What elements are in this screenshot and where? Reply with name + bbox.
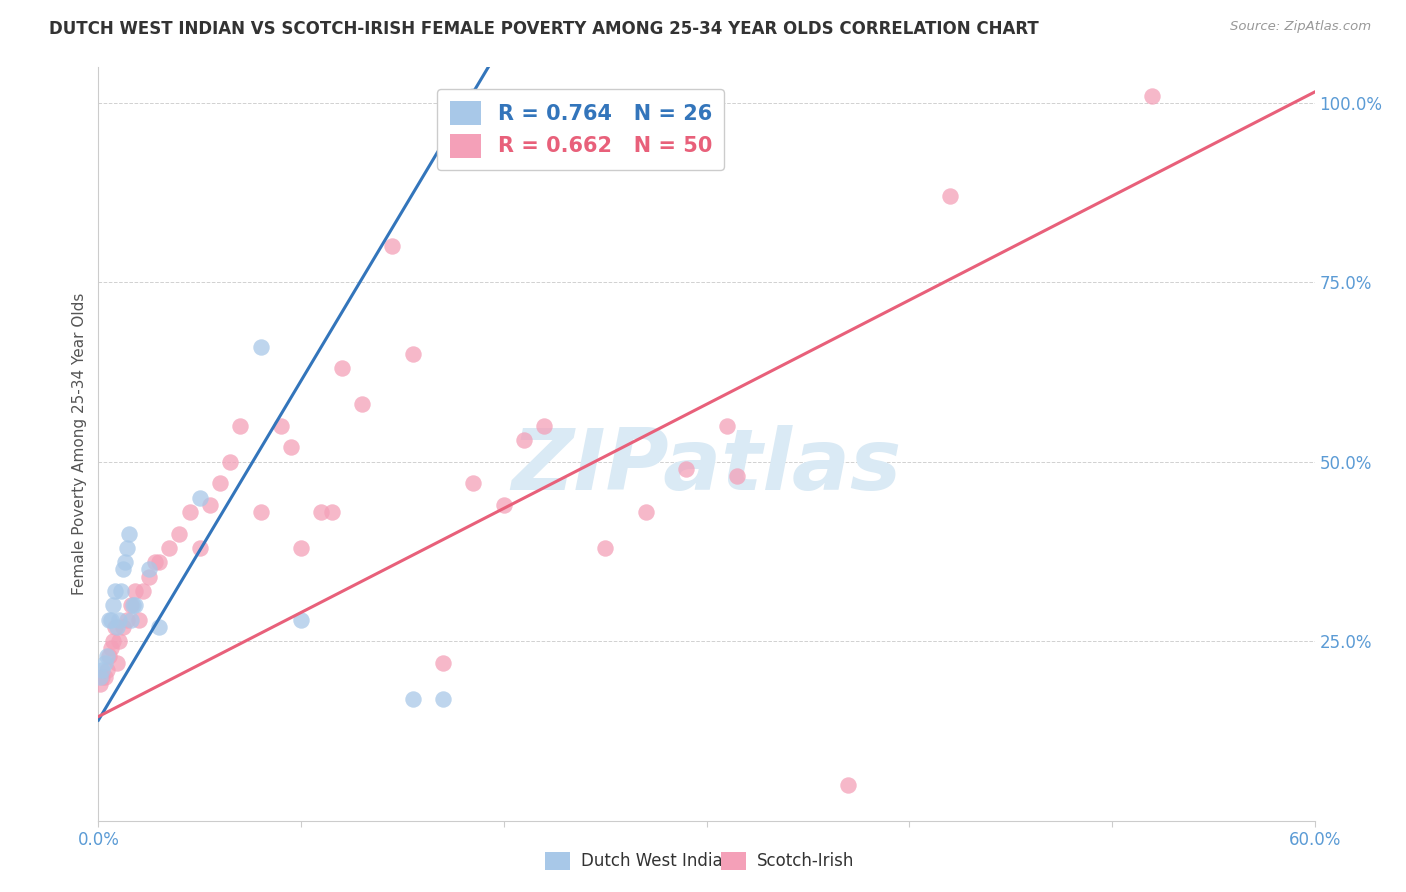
Point [91, 663, 114, 677]
Point [321, 505, 343, 519]
Point [725, 469, 748, 483]
Point [675, 462, 697, 476]
Point [124, 599, 146, 613]
Point [104, 620, 127, 634]
Point [939, 189, 962, 203]
Point [124, 583, 146, 598]
Point [93, 656, 115, 670]
Point [96, 648, 118, 663]
Point [513, 433, 536, 447]
Text: ZIPatlas: ZIPatlas [512, 425, 901, 508]
Point [122, 599, 145, 613]
Point [280, 441, 302, 455]
Text: Source: ZipAtlas.com: Source: ZipAtlas.com [1230, 20, 1371, 33]
Point [105, 620, 128, 634]
Y-axis label: Female Poverty Among 25-34 Year Olds: Female Poverty Among 25-34 Year Olds [72, 293, 87, 595]
Point [100, 641, 122, 656]
Point [188, 541, 211, 555]
Point [401, 691, 423, 706]
Point [249, 340, 271, 354]
Point [1142, 88, 1164, 103]
Point [432, 691, 454, 706]
Point [111, 620, 134, 634]
Point [350, 397, 373, 411]
Point [148, 620, 170, 634]
Point [132, 583, 155, 598]
Point [593, 541, 616, 555]
Point [110, 583, 132, 598]
Point [138, 569, 160, 583]
Point [188, 491, 211, 505]
Legend: R = 0.764   N = 26, R = 0.662   N = 50: R = 0.764 N = 26, R = 0.662 N = 50 [437, 88, 724, 170]
Point [138, 562, 160, 576]
Point [89, 677, 111, 691]
Point [120, 613, 142, 627]
Point [118, 526, 141, 541]
Point [100, 613, 122, 627]
Point [91, 670, 114, 684]
Point [115, 541, 138, 555]
Point [270, 418, 292, 433]
Point [111, 562, 134, 576]
Point [128, 613, 150, 627]
Point [463, 88, 485, 103]
Point [114, 555, 136, 569]
Point [93, 670, 115, 684]
Point [290, 613, 312, 627]
Point [105, 656, 128, 670]
Point [716, 418, 738, 433]
Point [143, 555, 166, 569]
Point [209, 476, 232, 491]
Point [219, 455, 242, 469]
Point [107, 613, 129, 627]
Point [290, 541, 312, 555]
Point [837, 778, 859, 792]
Point [101, 634, 124, 648]
Point [107, 634, 129, 648]
Text: Dutch West Indians: Dutch West Indians [582, 852, 742, 870]
Point [229, 418, 252, 433]
Point [169, 526, 191, 541]
Point [104, 583, 127, 598]
Point [492, 498, 515, 512]
Point [432, 656, 454, 670]
Point [311, 505, 333, 519]
Point [179, 505, 201, 519]
Point [97, 613, 120, 627]
Point [148, 555, 170, 569]
Point [330, 361, 353, 376]
Point [115, 613, 138, 627]
Point [120, 599, 142, 613]
Point [401, 347, 423, 361]
Point [381, 239, 404, 253]
Text: Scotch-Irish: Scotch-Irish [758, 852, 855, 870]
Point [463, 476, 485, 491]
Point [101, 599, 124, 613]
Text: DUTCH WEST INDIAN VS SCOTCH-IRISH FEMALE POVERTY AMONG 25-34 YEAR OLDS CORRELATI: DUTCH WEST INDIAN VS SCOTCH-IRISH FEMALE… [49, 20, 1039, 37]
Point [249, 505, 271, 519]
Point [533, 418, 555, 433]
Point [96, 663, 118, 677]
Point [89, 670, 111, 684]
Point [157, 541, 180, 555]
Point [198, 498, 221, 512]
Point [634, 505, 657, 519]
Point [97, 648, 120, 663]
